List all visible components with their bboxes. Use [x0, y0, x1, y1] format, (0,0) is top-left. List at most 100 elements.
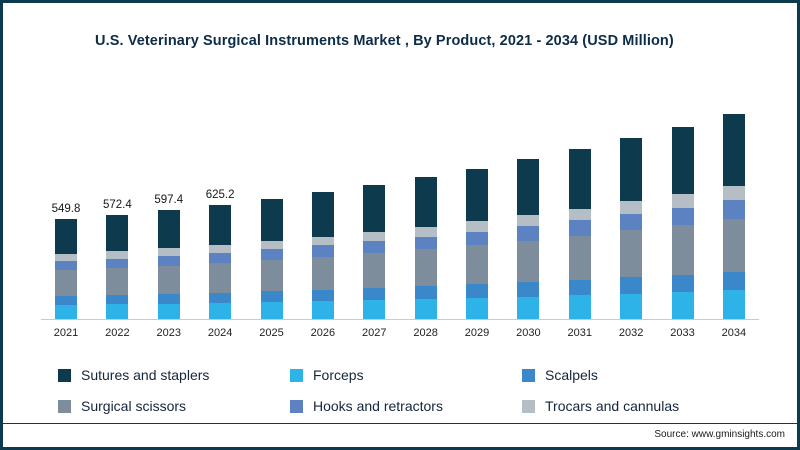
stacked-bar	[671, 126, 694, 319]
legend-swatch-icon	[58, 368, 71, 382]
stacked-bar	[363, 184, 386, 319]
legend-label: Hooks and retractors	[313, 398, 443, 414]
bar-segment-sutures-and-staplers	[363, 184, 386, 232]
bar-column-2024: 625.2	[195, 189, 245, 319]
bar-segment-forceps	[568, 295, 591, 319]
bar-segment-scalpels	[722, 271, 745, 291]
bar-segment-hooks-and-retractors	[722, 200, 745, 219]
bar-segment-surgical-scissors	[568, 235, 591, 280]
x-axis-label: 2023	[156, 327, 181, 339]
legend-item-scalpels: Scalpels	[522, 367, 797, 383]
legend-item-sutures-and-staplers: Sutures and staplers	[58, 367, 290, 383]
legend-swatch-icon	[522, 368, 535, 382]
bar-value-label: 597.4	[154, 194, 184, 207]
bar-segment-trocars-and-cannulas	[209, 244, 232, 253]
bar-segment-hooks-and-retractors	[157, 255, 180, 266]
stacked-bar	[311, 192, 334, 319]
bar-segment-trocars-and-cannulas	[620, 201, 643, 215]
bar-segment-surgical-scissors	[209, 263, 232, 293]
bar-segment-surgical-scissors	[260, 260, 283, 292]
bar-segment-scalpels	[363, 288, 386, 301]
source-footer: Source: www.gminsights.com	[3, 423, 797, 447]
bar-segment-forceps	[517, 296, 540, 319]
bar-segment-forceps	[466, 297, 488, 319]
bar-segment-scalpels	[517, 282, 540, 297]
stacked-bar	[466, 168, 488, 319]
bar-segment-scalpels	[209, 292, 232, 303]
source-text: Source: www.gminsights.com	[654, 429, 785, 440]
bar-segment-sutures-and-staplers	[620, 138, 643, 202]
legend-label: Scalpels	[545, 367, 598, 383]
bar-segment-hooks-and-retractors	[209, 252, 232, 264]
legend-swatch-icon	[522, 399, 535, 413]
x-axis-label: 2034	[721, 327, 747, 339]
legend-item-surgical-scissors: Surgical scissors	[58, 398, 290, 414]
bar-segment-trocars-and-cannulas	[568, 208, 591, 221]
bar-segment-scalpels	[106, 295, 129, 305]
bar-segment-surgical-scissors	[466, 245, 488, 285]
bar-segment-surgical-scissors	[106, 267, 129, 296]
bar-segment-sutures-and-staplers	[568, 149, 591, 209]
legend-item-trocars-and-cannulas: Trocars and cannulas	[522, 398, 797, 414]
bar-segment-hooks-and-retractors	[363, 241, 386, 254]
x-axis-label: 2027	[362, 327, 387, 339]
bar-segment-hooks-and-retractors	[517, 226, 540, 241]
bar-column-2030	[503, 159, 553, 319]
bar-value-label: 549.8	[51, 202, 81, 215]
bar-value-label: 625.2	[205, 188, 235, 201]
bar-segment-forceps	[209, 303, 232, 319]
bar-segment-trocars-and-cannulas	[55, 253, 77, 261]
x-axis-label: 2025	[259, 327, 284, 339]
bar-column-2023: 597.4	[144, 194, 194, 319]
bar-segment-sutures-and-staplers	[671, 126, 694, 195]
bar-segment-hooks-and-retractors	[414, 236, 437, 250]
legend-label: Trocars and cannulas	[545, 398, 680, 414]
bar-segment-hooks-and-retractors	[568, 220, 591, 236]
bar-segment-scalpels	[671, 274, 694, 293]
bar-segment-trocars-and-cannulas	[106, 251, 129, 259]
stacked-bar	[517, 159, 540, 319]
bar-value-label: 572.4	[102, 198, 132, 211]
bar-segment-scalpels	[414, 286, 437, 300]
bar-segment-sutures-and-staplers	[466, 168, 488, 222]
bar-segment-sutures-and-staplers	[157, 210, 180, 249]
bar-segment-surgical-scissors	[722, 218, 745, 272]
bar-segment-sutures-and-staplers	[311, 192, 334, 237]
bar-segment-forceps	[363, 300, 386, 319]
bars-row: 549.8 572.4 597.4 625.2	[41, 97, 759, 320]
bar-segment-surgical-scissors	[311, 256, 334, 290]
legend-swatch-icon	[290, 399, 303, 413]
bar-segment-trocars-and-cannulas	[363, 231, 386, 242]
legend-label: Forceps	[313, 367, 364, 383]
stacked-bar	[260, 198, 283, 319]
x-axis-label: 2021	[53, 327, 79, 339]
bar-segment-hooks-and-retractors	[260, 249, 283, 261]
x-axis-label: 2032	[618, 327, 644, 339]
bar-segment-trocars-and-cannulas	[157, 248, 180, 256]
bar-segment-forceps	[260, 302, 283, 319]
stacked-bar	[157, 210, 180, 319]
chart-title: U.S. Veterinary Surgical Instruments Mar…	[95, 33, 674, 49]
x-axis-label: 2026	[310, 327, 336, 339]
bar-column-2031	[555, 149, 605, 319]
bar-segment-trocars-and-cannulas	[260, 241, 283, 250]
bar-segment-trocars-and-cannulas	[414, 226, 437, 237]
legend-swatch-icon	[58, 399, 71, 413]
bar-segment-surgical-scissors	[517, 240, 540, 283]
bar-segment-scalpels	[466, 284, 488, 298]
bar-segment-trocars-and-cannulas	[517, 215, 540, 227]
bar-segment-sutures-and-staplers	[260, 198, 283, 242]
bar-segment-sutures-and-staplers	[106, 214, 129, 252]
bar-segment-hooks-and-retractors	[106, 258, 129, 268]
bar-column-2021: 549.8	[41, 203, 91, 319]
bar-segment-sutures-and-staplers	[517, 159, 540, 216]
bar-segment-forceps	[106, 304, 129, 319]
bar-segment-forceps	[55, 305, 77, 319]
stacked-bar	[55, 218, 77, 319]
bar-segment-forceps	[671, 292, 694, 319]
stacked-bar	[568, 149, 591, 319]
stacked-bar	[620, 138, 643, 319]
bar-segment-forceps	[311, 301, 334, 319]
stacked-bar	[209, 204, 232, 319]
